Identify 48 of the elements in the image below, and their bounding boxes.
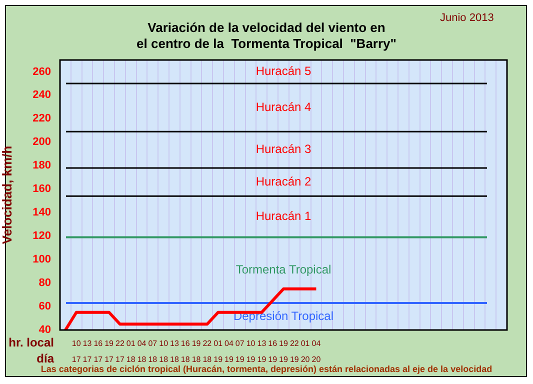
x-tick-label: 04 18	[137, 339, 147, 364]
x-tick-label: 19 18	[192, 339, 202, 364]
y-tick-label: 40	[38, 324, 51, 336]
x-tick-label: 04 19	[224, 339, 234, 364]
y-tick-label: 260	[32, 66, 51, 78]
y-tick-label: 180	[32, 160, 51, 172]
x-tick-label: 16 19	[268, 339, 278, 364]
y-tick-label: 60	[38, 300, 51, 313]
annotation: Huracán 5	[256, 64, 312, 78]
annotation: Huracán 3	[256, 142, 312, 156]
annotation: Huracán 1	[256, 209, 312, 224]
y-tick-label: 120	[32, 230, 51, 242]
x-tick-label: 10 18	[159, 339, 169, 364]
x-tick-label: 13 18	[170, 339, 180, 364]
x-tick-label: 16 18	[180, 339, 190, 364]
chart-title: Variación de la velocidad del viento en	[148, 20, 386, 35]
y-axis-title: Velocidad, km/h	[0, 146, 14, 244]
x-tick-label: 16 17	[94, 339, 104, 364]
x-tick-label: 22 18	[202, 339, 212, 364]
y-tick-label: 100	[32, 254, 51, 266]
x-tick-label: 19 19	[279, 339, 288, 364]
x-tick-label: 07 18	[148, 339, 158, 364]
x-axis-title: hr. local día	[8, 335, 54, 366]
x-tick-label: 22 17	[116, 339, 125, 364]
x-tick-label: 04 20	[312, 339, 322, 364]
x-tick-label: 01 19	[214, 339, 224, 364]
y-tick-label: 200	[32, 136, 51, 148]
x-tick-label: 01 18	[126, 339, 136, 364]
y-tick-label: 140	[32, 206, 51, 219]
annotation: Depresión Tropical	[233, 308, 334, 323]
chart-subtitle: el centro de la Tormenta Tropical "Barry"	[136, 36, 398, 51]
x-tick-label: 13 19	[257, 339, 267, 364]
y-tick-label: 80	[38, 277, 51, 290]
x-tick-label: 13 17	[82, 339, 92, 364]
x-tick-label: 22 19	[290, 339, 300, 364]
annotation: Huracán 4	[256, 100, 312, 114]
y-tick-label: 220	[32, 112, 51, 125]
annotation: Huracán 2	[256, 174, 312, 188]
y-tick-label: 240	[32, 89, 51, 102]
x-tick-label: 01 20	[300, 339, 310, 364]
x-tick-label: 10 19	[246, 339, 256, 364]
y-tick-label: 160	[32, 183, 51, 196]
text: Junio 2013	[440, 12, 494, 24]
text: Las categorias de ciclón tropical (Huracán, tormenta, depresión) están relacionadas al eje de la velocidad	[40, 364, 494, 374]
annotation: Tormenta Tropical	[236, 262, 332, 276]
x-tick-label: 07 19	[235, 339, 245, 364]
x-tick-label: 19 17	[104, 339, 114, 364]
x-tick-label: 10 17	[72, 339, 82, 364]
